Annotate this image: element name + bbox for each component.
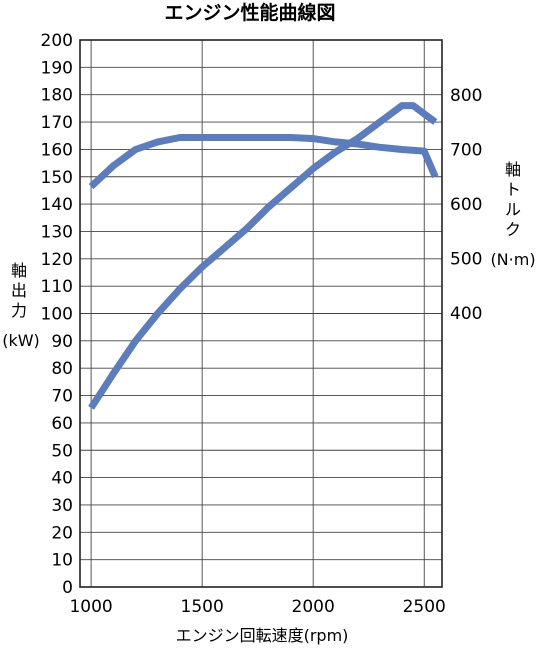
x-tick-label: 2500 [403, 597, 446, 617]
series-lines [88, 102, 439, 410]
left-tick-label: 140 [41, 195, 73, 215]
right-label-char: ク [505, 220, 521, 239]
left-label-char: 軸 [11, 261, 27, 280]
left-axis-label: 軸出力 (kW) [2, 261, 40, 350]
right-tick-label: 500 [450, 250, 482, 270]
right-label-char: ト [505, 180, 521, 199]
right-label-char: 軸 [505, 160, 521, 179]
left-label-char: 力 [11, 301, 27, 320]
left-tick-label: 180 [41, 86, 73, 106]
left-tick-label: 130 [41, 222, 73, 242]
x-axis-label: エンジン回転速度(rpm) [176, 626, 349, 645]
left-tick-label: 90 [51, 332, 73, 352]
left-tick-labels: 0 10 20 30 40 50 60 70 80 90 100 110 120 130 140 150 160… [41, 31, 73, 598]
left-tick-label: 40 [51, 469, 73, 489]
left-tick-label: 30 [51, 496, 73, 516]
right-tick-labels: 400 500 600 700 800 [450, 86, 482, 324]
x-tick-label: 1000 [69, 597, 112, 617]
left-tick-label: 190 [41, 58, 73, 78]
left-tick-label: 170 [41, 113, 73, 133]
left-tick-label: 200 [41, 31, 73, 51]
left-tick-label: 150 [41, 168, 73, 188]
left-tick-label: 0 [62, 578, 73, 598]
x-tick-label: 1500 [181, 597, 224, 617]
plot-frame [79, 39, 443, 588]
x-tick-label: 2000 [292, 597, 335, 617]
left-label-unit: (kW) [2, 331, 40, 350]
left-tick-label: 100 [41, 305, 73, 325]
left-tick-label: 80 [51, 359, 73, 379]
right-tick-label: 700 [450, 141, 482, 161]
left-tick-label: 60 [51, 414, 73, 434]
left-tick-label: 50 [51, 441, 73, 461]
grid [80, 39, 442, 588]
left-tick-label: 70 [51, 387, 73, 407]
right-tick-label: 400 [450, 304, 482, 324]
x-tick-labels: 1000 1500 2000 2500 [69, 597, 445, 617]
right-label-unit: (N·m) [490, 250, 535, 269]
power-curve [88, 102, 438, 410]
left-tick-label: 20 [51, 523, 73, 543]
chart-title: エンジン性能曲線図 [164, 1, 335, 24]
left-tick-label: 110 [41, 277, 73, 297]
torque-curve [88, 134, 439, 190]
left-tick-label: 160 [41, 140, 73, 160]
left-label-char: 出 [11, 281, 27, 300]
left-tick-label: 10 [51, 551, 73, 571]
right-tick-label: 800 [450, 86, 482, 106]
right-tick-label: 600 [450, 195, 482, 215]
left-tick-label: 120 [41, 250, 73, 270]
right-label-char: ル [505, 200, 521, 219]
